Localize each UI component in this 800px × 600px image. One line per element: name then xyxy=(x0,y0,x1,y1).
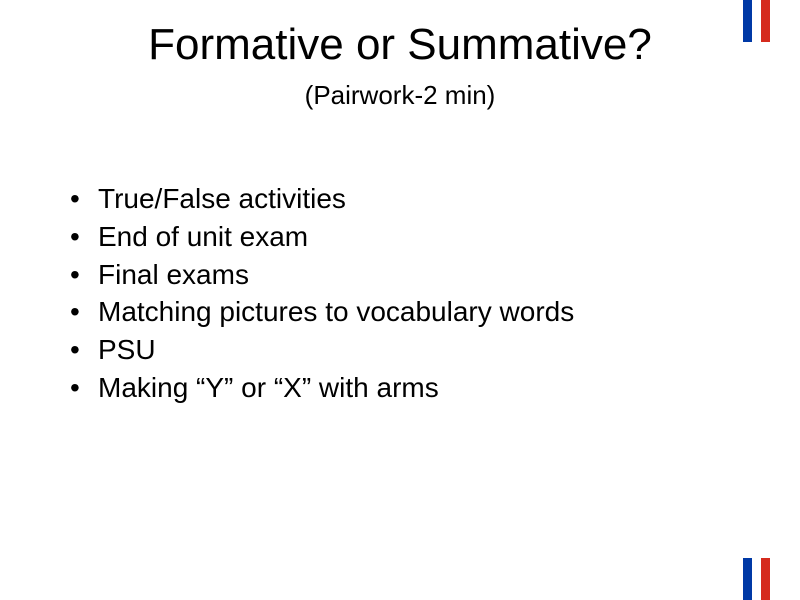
bullet-icon: • xyxy=(70,218,98,256)
bullet-text: End of unit exam xyxy=(98,218,740,256)
flag-stripe xyxy=(752,558,761,600)
bullet-icon: • xyxy=(70,293,98,331)
list-item: •Matching pictures to vocabulary words xyxy=(70,293,740,331)
slide: Formative or Summative? (Pairwork-2 min)… xyxy=(0,0,800,600)
list-item: •PSU xyxy=(70,331,740,369)
slide-subtitle: (Pairwork-2 min) xyxy=(0,80,800,111)
slide-title: Formative or Summative? xyxy=(0,20,800,70)
flag-stripe xyxy=(761,558,770,600)
list-item: •True/False activities xyxy=(70,180,740,218)
bullet-icon: • xyxy=(70,180,98,218)
list-item: •Final exams xyxy=(70,256,740,294)
flag-bottom-icon xyxy=(743,558,770,600)
list-item: •End of unit exam xyxy=(70,218,740,256)
bullet-icon: • xyxy=(70,369,98,407)
bullet-icon: • xyxy=(70,331,98,369)
bullet-text: Final exams xyxy=(98,256,740,294)
bullet-text: Making “Y” or “X” with arms xyxy=(98,369,740,407)
bullet-list: •True/False activities•End of unit exam•… xyxy=(70,180,740,407)
bullet-text: Matching pictures to vocabulary words xyxy=(98,293,740,331)
flag-stripe xyxy=(743,558,752,600)
list-item: •Making “Y” or “X” with arms xyxy=(70,369,740,407)
bullet-icon: • xyxy=(70,256,98,294)
bullet-text: PSU xyxy=(98,331,740,369)
bullet-text: True/False activities xyxy=(98,180,740,218)
